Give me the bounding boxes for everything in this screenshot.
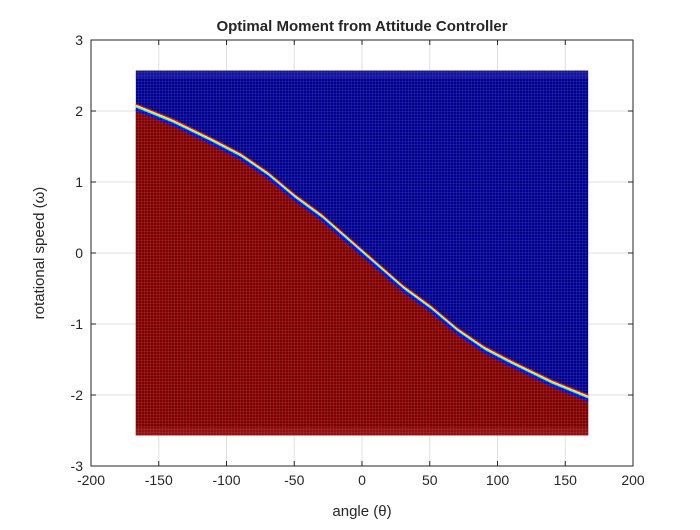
edge-shade-bottom [135,427,589,436]
y-tick-label: -2 [71,387,84,403]
y-tick-label: 3 [75,32,83,48]
heatmap-surface [135,70,589,436]
y-axis-label: rotational speed (ω) [31,187,48,320]
y-tick-label: -3 [71,458,84,474]
x-tick-label: 50 [422,472,438,488]
x-axis-ticks: -200 -150 -100 -50 0 50 100 150 200 [77,40,645,488]
x-tick-label: 0 [358,472,366,488]
y-tick-label: 2 [75,103,83,119]
x-tick-label: 100 [486,472,510,488]
y-tick-label: 0 [75,245,83,261]
x-tick-label: -150 [145,472,173,488]
y-tick-label: -1 [71,316,84,332]
heatmap-regions [135,70,589,436]
mesh-overlay [135,70,589,436]
chart-title: Optimal Moment from Attitude Controller [216,18,507,35]
x-tick-label: -200 [77,472,105,488]
y-tick-label: 1 [75,174,83,190]
x-tick-label: -100 [212,472,240,488]
y-axis-ticks: -3 -2 -1 0 1 2 3 [71,32,633,474]
x-tick-label: 200 [621,472,645,488]
edge-shade-top [135,70,589,79]
x-tick-label: -50 [284,472,304,488]
x-axis-label: angle (θ) [332,503,391,520]
x-tick-label: 150 [554,472,578,488]
